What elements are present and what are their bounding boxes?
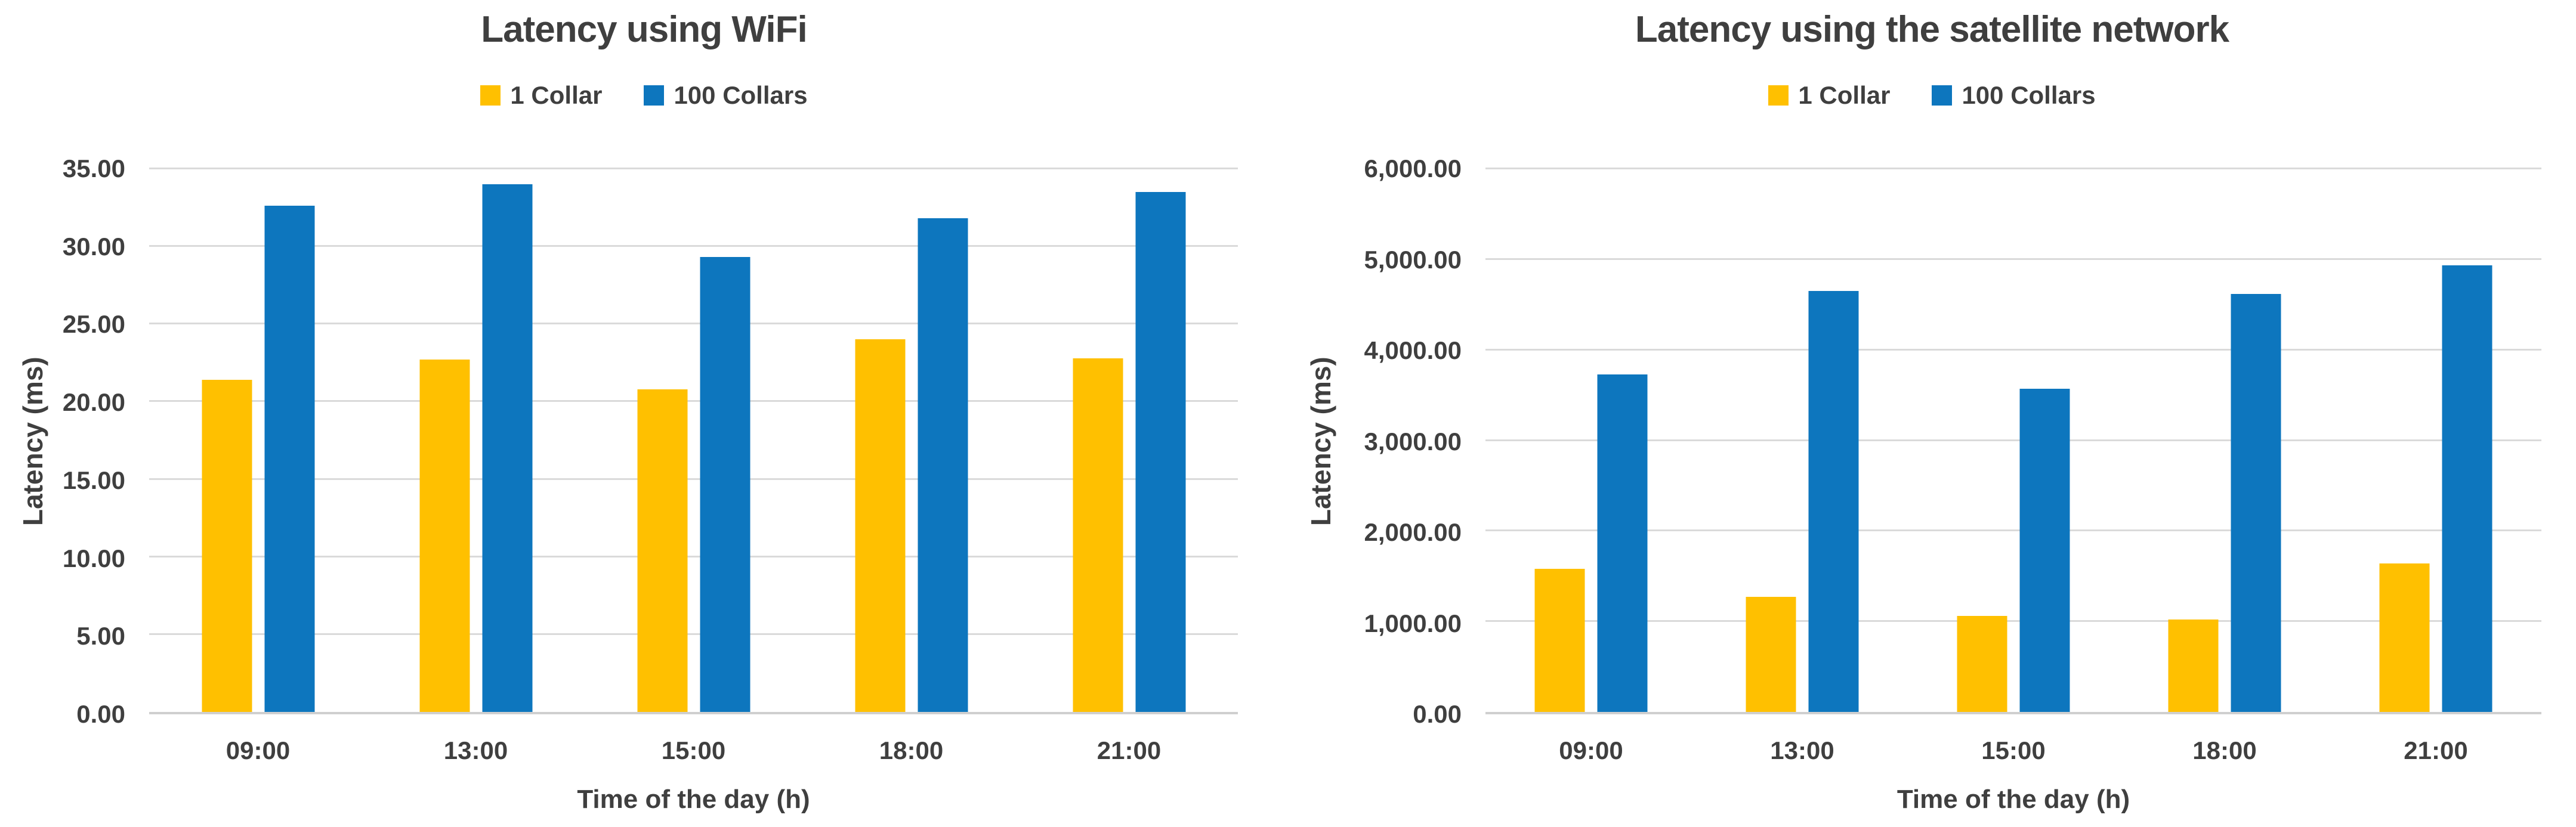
bar-group-21:00 (1073, 169, 1185, 712)
bar-100-collars-21:00 (1135, 192, 1185, 712)
y-tick-label: 3,000.00 (1364, 427, 1462, 456)
bar-1-collar-15:00 (637, 389, 687, 712)
y-axis-tick-labels: 0.00 5.00 10.00 15.00 20.00 25.00 30.00 35.00 (0, 154, 125, 728)
bar-1-collar-13:00 (1746, 597, 1796, 712)
y-tick-label: 15.00 (62, 466, 125, 494)
x-tick-label: 21:00 (2404, 736, 2468, 764)
gridline (149, 323, 1238, 325)
legend-label: 1 Collar (1798, 81, 1891, 109)
satellite-latency-chart: Latency using the satellite network 1 Co… (1288, 0, 2576, 827)
legend-swatch-blue (1932, 85, 1953, 106)
y-tick-label: 35.00 (62, 154, 125, 182)
x-axis-tick-labels: 09:00 13:00 15:00 18:00 21:00 (1485, 736, 2541, 772)
y-axis-tick-labels: 0.00 1,000.00 2,000.00 3,000.00 4,000.00 5,00… (1288, 154, 1462, 728)
gridline (149, 633, 1238, 635)
y-tick-label: 2,000.00 (1364, 518, 1462, 547)
bar-1-collar-18:00 (2168, 620, 2219, 712)
gridline (1485, 348, 2541, 351)
bar-100-collars-13:00 (482, 184, 532, 712)
bar-100-collars-18:00 (918, 218, 968, 712)
bar-100-collars-21:00 (2442, 265, 2492, 712)
legend-swatch-yellow (480, 85, 501, 106)
x-tick-label: 18:00 (2192, 736, 2257, 764)
chart-title: Latency using WiFi (481, 9, 807, 50)
gridline (1485, 258, 2541, 260)
x-axis-tick-labels: 09:00 13:00 15:00 18:00 21:00 (149, 736, 1238, 772)
legend-swatch-yellow (1768, 85, 1789, 106)
plot-area (149, 168, 1238, 714)
legend: 1 Collar 100 Collars (1288, 81, 2576, 110)
y-tick-label: 0.00 (76, 700, 125, 728)
bar-100-collars-15:00 (700, 257, 750, 712)
gridline (1485, 439, 2541, 441)
legend-label: 1 Collar (510, 81, 603, 109)
legend-item-1-collar: 1 Collar (480, 81, 602, 110)
bar-100-collars-09:00 (264, 206, 314, 712)
bar-1-collar-21:00 (2379, 563, 2430, 712)
y-tick-label: 6,000.00 (1364, 154, 1462, 182)
gridline (149, 555, 1238, 557)
bar-group-09:00 (202, 169, 314, 712)
y-tick-label: 0.00 (1413, 700, 1462, 728)
legend-item-1-collar: 1 Collar (1768, 81, 1890, 110)
legend-item-100-collars: 100 Collars (1932, 81, 2096, 110)
y-tick-label: 1,000.00 (1364, 609, 1462, 637)
bar-group-21:00 (2379, 169, 2492, 712)
gridline (1485, 168, 2541, 169)
wifi-latency-chart: Latency using WiFi 1 Collar 100 Collars … (0, 9, 1288, 814)
gridline (149, 245, 1238, 247)
bar-group-18:00 (2168, 169, 2281, 712)
bar-1-collar-13:00 (419, 360, 470, 712)
chart-title: Latency using the satellite network (1635, 9, 2229, 50)
legend-label: 100 Collars (674, 81, 808, 109)
gridline (1485, 529, 2541, 532)
x-axis-title: Time of the day (h) (1897, 785, 2130, 814)
bar-1-collar-21:00 (1073, 358, 1123, 712)
x-tick-label: 18:00 (879, 736, 944, 764)
legend-swatch-blue (644, 85, 665, 106)
bar-group-15:00 (1957, 169, 2070, 712)
gridline (149, 168, 1238, 169)
bar-1-collar-09:00 (1534, 569, 1585, 712)
x-tick-label: 15:00 (1981, 736, 2046, 764)
bar-group-18:00 (855, 169, 968, 712)
bar-100-collars-18:00 (2231, 293, 2281, 712)
legend-item-100-collars: 100 Collars (644, 81, 808, 110)
y-tick-label: 10.00 (62, 544, 125, 572)
x-axis-title: Time of the day (h) (577, 785, 810, 814)
bar-100-collars-09:00 (1597, 374, 1648, 712)
x-tick-label: 13:00 (1770, 736, 1834, 764)
y-tick-label: 5.00 (76, 622, 125, 651)
bar-group-13:00 (419, 169, 532, 712)
x-tick-label: 09:00 (1559, 736, 1623, 764)
y-tick-label: 20.00 (62, 388, 125, 417)
x-tick-label: 21:00 (1097, 736, 1162, 764)
legend-label: 100 Collars (1962, 81, 2096, 109)
gridline (1485, 620, 2541, 622)
bar-1-collar-15:00 (1957, 616, 2007, 712)
bar-1-collar-18:00 (855, 339, 905, 712)
bar-group-13:00 (1746, 169, 1859, 712)
y-tick-label: 4,000.00 (1364, 336, 1462, 365)
y-tick-label: 25.00 (62, 310, 125, 339)
bar-100-collars-15:00 (2019, 388, 2070, 712)
y-tick-label: 30.00 (62, 232, 125, 261)
bar-1-collar-09:00 (202, 380, 252, 712)
gridline (149, 400, 1238, 402)
bar-group-15:00 (637, 169, 750, 712)
plot-area (1485, 168, 2541, 714)
bar-group-09:00 (1534, 169, 1648, 712)
bar-100-collars-13:00 (1808, 290, 1859, 712)
x-tick-label: 09:00 (226, 736, 291, 764)
gridline (149, 478, 1238, 480)
x-tick-label: 15:00 (661, 736, 726, 764)
y-tick-label: 5,000.00 (1364, 245, 1462, 274)
legend: 1 Collar 100 Collars (0, 81, 1288, 110)
x-tick-label: 13:00 (443, 736, 508, 764)
